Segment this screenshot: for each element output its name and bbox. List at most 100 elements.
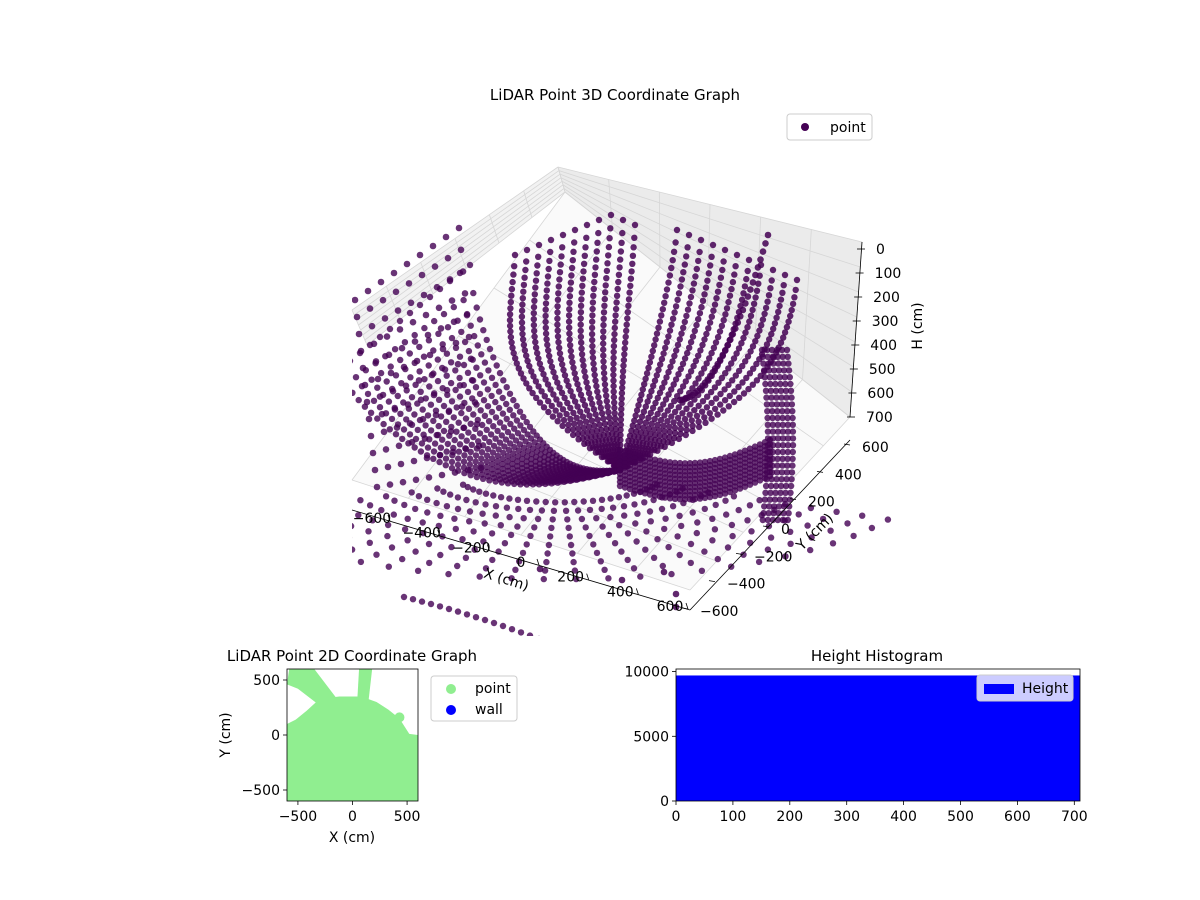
point-marker <box>577 315 584 322</box>
point-marker <box>502 436 510 443</box>
point-marker <box>638 391 645 398</box>
point-marker <box>476 316 484 323</box>
point-marker <box>418 598 426 605</box>
point-marker <box>499 410 507 417</box>
point-marker <box>332 517 338 523</box>
point-marker <box>392 288 400 296</box>
point-marker <box>566 324 573 331</box>
point-marker <box>589 354 597 361</box>
point-marker <box>511 480 518 488</box>
point-marker <box>470 433 477 441</box>
point-marker <box>696 248 703 256</box>
y-tick-label: 0 <box>781 522 790 538</box>
point-region <box>287 696 418 801</box>
point-marker <box>419 415 427 423</box>
point-marker <box>616 264 623 271</box>
point-marker <box>550 391 557 398</box>
point-marker <box>554 321 561 328</box>
point-marker <box>744 293 752 300</box>
point-marker <box>617 436 624 444</box>
point-marker <box>404 537 411 544</box>
point-marker <box>447 491 454 498</box>
point-marker <box>788 401 796 408</box>
point-marker <box>693 529 700 537</box>
point-marker <box>664 407 671 414</box>
point-marker <box>542 498 549 506</box>
point-marker <box>492 503 500 510</box>
x-tick-label: −500 <box>279 809 317 825</box>
point-marker <box>642 419 650 426</box>
point-marker <box>782 489 789 496</box>
point-marker <box>466 455 474 462</box>
point-marker <box>571 420 578 427</box>
legend-box <box>976 674 1074 702</box>
point-marker <box>536 399 544 406</box>
point-marker <box>739 379 746 386</box>
point-marker <box>547 386 554 393</box>
point-marker <box>776 374 783 381</box>
point-marker <box>378 410 386 418</box>
point-marker <box>519 301 526 308</box>
point-marker <box>434 485 441 492</box>
point-marker <box>762 380 769 388</box>
grid-line <box>420 262 434 295</box>
point-marker <box>745 385 752 393</box>
grid-line <box>385 286 401 320</box>
point-marker <box>618 395 625 402</box>
y-tick-label: 600 <box>862 440 889 456</box>
point-marker <box>661 443 668 450</box>
point-marker <box>734 319 742 326</box>
point-marker <box>401 501 408 509</box>
point-marker <box>746 502 754 509</box>
point-marker <box>651 377 659 384</box>
point-marker <box>675 290 683 297</box>
point-marker <box>755 558 763 566</box>
point-marker <box>678 276 686 283</box>
point-marker <box>541 567 549 574</box>
point-marker <box>483 463 490 471</box>
point-marker <box>564 516 571 523</box>
point-marker <box>517 422 524 429</box>
point-marker <box>495 404 503 412</box>
point-marker <box>610 388 617 395</box>
point-marker <box>458 433 465 440</box>
point-marker <box>506 317 514 324</box>
point-marker <box>787 540 794 547</box>
point-marker <box>406 431 414 438</box>
point-marker <box>603 398 610 405</box>
point-marker <box>693 265 700 273</box>
point-marker <box>655 366 662 374</box>
point-marker <box>452 344 460 351</box>
point-marker <box>768 401 776 408</box>
point-marker <box>762 304 770 312</box>
point-marker <box>767 489 774 496</box>
point-marker <box>460 458 468 465</box>
point-marker <box>440 488 447 495</box>
point-marker <box>523 481 530 488</box>
point-marker <box>492 414 500 421</box>
point-marker <box>437 413 445 420</box>
point-marker <box>489 455 496 462</box>
point-marker <box>456 382 464 389</box>
point-marker <box>554 327 561 334</box>
point-marker <box>676 420 684 427</box>
point-marker <box>486 477 493 484</box>
point-marker <box>807 504 815 512</box>
point-marker <box>688 417 695 424</box>
point-marker <box>644 398 651 405</box>
point-marker <box>447 428 455 435</box>
point-marker <box>537 635 541 636</box>
point-marker <box>534 349 541 357</box>
point-marker <box>687 401 694 408</box>
point-marker <box>545 397 552 405</box>
point-marker <box>626 289 633 296</box>
point-marker <box>597 558 604 565</box>
point-marker <box>758 346 766 354</box>
point-marker <box>605 409 612 416</box>
point-marker <box>749 306 756 314</box>
point-marker <box>255 513 261 519</box>
point-marker <box>483 426 490 433</box>
point-marker <box>544 341 551 349</box>
point-marker <box>751 479 759 486</box>
